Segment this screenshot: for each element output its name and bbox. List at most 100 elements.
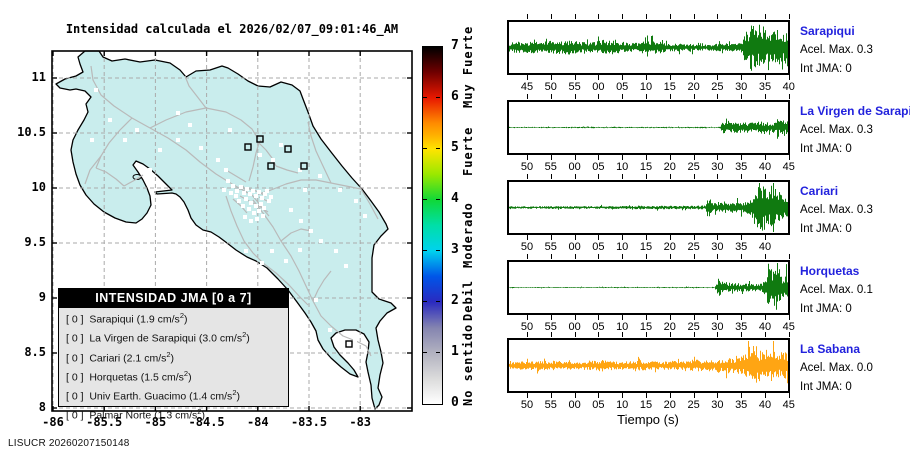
waveform-tick-label: 15 [663,81,676,93]
legend-entry: [ 0 ] Palmar Norte (1.3 cm/s2) [66,407,205,422]
costa-rica-landmass [55,50,397,410]
road-line [123,174,144,187]
colorbar-tick [423,199,427,200]
x-axis-tick-label: -83.5 [290,415,328,429]
waveform-tick-label: 45 [782,321,795,333]
road-line [312,270,332,302]
waveform-top-tick [574,94,576,99]
waveform-bottom-tick [550,155,552,160]
waveform-tick-label: 45 [520,81,534,93]
event-station-marker [267,162,275,170]
waveform-bottom-tick [527,155,528,160]
colorbar-tick-label: 0 [451,395,459,410]
waveform-top-tick [741,14,743,19]
jma-intensity-legend: INTENSIDAD JMA [0 a 7] [ 0 ] Sarapiqui (… [58,288,289,422]
waveform-top-tick [741,174,743,179]
station-marker [267,199,271,203]
station-marker [242,191,246,195]
station-marker [299,219,303,223]
waveform-top-tick [550,94,552,99]
waveform-top-tick [550,332,552,337]
waveform-bottom-tick [717,315,719,320]
waveform-tick-label: 20 [663,399,676,411]
waveform-tick-label: 50 [544,81,557,93]
legend-entry: [ 0 ] La Virgen de Sarapiqui (3.0 cm/s2) [66,330,250,345]
x-axis-tick-label: -86 [42,415,64,429]
waveform-tick-label: 40 [782,81,795,93]
waveform-top-tick [550,14,552,19]
waveform-bottom-tick [598,235,600,240]
waveform-tick-label: 05 [592,241,605,253]
station-marker [338,188,342,192]
waveform-tick-label: 25 [687,399,700,411]
waveform-top-tick [598,14,600,19]
waveform-bottom-tick [788,315,790,320]
waveform-bottom-tick [788,75,790,80]
event-station-marker [345,340,353,348]
station-marker [257,209,261,213]
station-marker [255,217,259,221]
station-marker [188,123,192,127]
station-marker [258,153,262,157]
waveform-top-tick [788,14,790,19]
station-accel-max: Acel. Max. 0.3 [800,44,873,56]
waveform-top-tick [788,332,790,337]
station-accel-max: Acel. Max. 0.1 [800,284,873,296]
event-station-marker [284,145,292,153]
waveform-bottom-tick [574,235,576,240]
station-marker [90,138,94,142]
station-marker [148,168,152,172]
station-marker [259,202,263,206]
waveform-tick-label: 30 [711,321,724,333]
waveform-top-tick [622,94,624,99]
road-line [275,165,299,174]
station-marker [245,187,249,191]
station-marker [158,148,162,152]
waveform-tick-label: 55 [544,241,557,253]
waveform-bottom-tick [741,393,743,398]
x-axis-tick-label: -83 [349,415,372,429]
station-name: Sarapiqui [800,24,855,38]
waveform-bottom-tick [598,315,600,320]
waveform-tick-label: 05 [592,321,605,333]
waveform-bottom-tick [669,393,671,398]
station-accel-max: Acel. Max. 0.0 [800,362,873,374]
waveform-bottom-tick [669,155,671,160]
station-marker [135,128,139,132]
station-marker [289,208,293,212]
waveform-bottom-tick [550,315,552,320]
station-marker [229,191,233,195]
waveform-top-tick [669,94,671,99]
waveform-panel [507,260,790,315]
waveform-top-tick [741,254,743,259]
station-marker [334,249,338,253]
station-marker [269,195,273,199]
station-int-jma: Int JMA: 0 [800,381,852,393]
waveform-trace-svg [509,118,788,139]
legend-entry: [ 0 ] Horquetas (1.5 cm/s2) [66,368,192,384]
colorbar-tick [436,97,440,98]
colorbar-tick-label: 5 [451,140,459,155]
waveform-tick-label: 10 [616,161,629,173]
waveform-top-tick [622,332,624,337]
waveform-panel [507,100,790,155]
waveform-bottom-tick [646,75,647,80]
waveform-top-tick [669,174,671,179]
y-axis-tick-label: 8 [38,400,46,414]
footer-id-text: LISUCR 20260207150148 [8,438,130,449]
waveform-bottom-tick [527,393,528,398]
waveform-trace [509,24,788,71]
waveform-tick-label: 15 [639,399,653,411]
waveform-top-tick [788,254,790,259]
waveform-tick-label: 15 [639,161,653,173]
colorbar-tick-label: 4 [451,191,459,206]
station-marker [257,190,261,194]
waveform-tick-label: 40 [758,321,772,333]
colorbar-tick [423,148,427,149]
waveform-trace-svg [509,263,788,310]
road-line [84,155,102,185]
station-marker [237,199,241,203]
waveform-bottom-tick [574,315,576,320]
waveform-tick-label: 35 [735,399,748,411]
